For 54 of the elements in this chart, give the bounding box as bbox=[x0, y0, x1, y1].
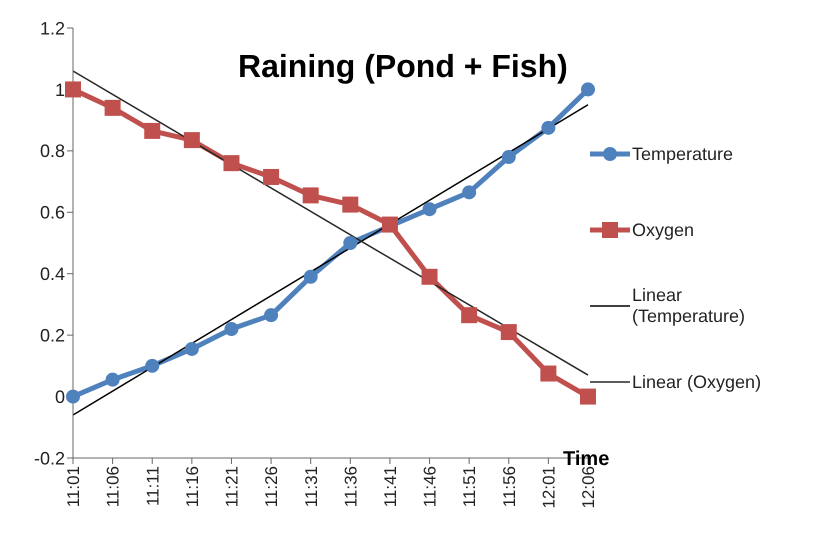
point bbox=[184, 342, 199, 356]
point bbox=[263, 168, 280, 185]
legend-label: Linear (Oxygen) bbox=[632, 372, 762, 392]
point bbox=[581, 82, 595, 96]
point bbox=[422, 202, 437, 216]
y-tick-label: 0.6 bbox=[40, 202, 65, 223]
point bbox=[264, 308, 278, 322]
point bbox=[304, 270, 318, 284]
point bbox=[223, 155, 240, 172]
x-tick-label: 12:01 bbox=[539, 466, 558, 509]
point bbox=[65, 81, 81, 98]
x-tick-label: 11:41 bbox=[380, 466, 400, 508]
x-tick-label: 11:11 bbox=[143, 466, 162, 506]
x-tick-label: 11:06 bbox=[104, 466, 123, 508]
point bbox=[184, 132, 200, 148]
point bbox=[502, 150, 516, 164]
point bbox=[144, 122, 160, 139]
y-tick-label: -0.2 bbox=[34, 448, 65, 468]
y-tick-label: 0.4 bbox=[40, 264, 65, 284]
point bbox=[342, 196, 358, 213]
point bbox=[145, 358, 160, 373]
y-tick-label: 1 bbox=[54, 80, 65, 100]
x-tick-label: 12:06 bbox=[579, 466, 598, 509]
x-tick-label: 11:21 bbox=[222, 466, 242, 508]
y-tick-label: 1.2 bbox=[40, 18, 65, 38]
x-tick-label: 11:36 bbox=[341, 466, 360, 508]
point bbox=[66, 390, 80, 404]
y-tick-label: 0.2 bbox=[40, 326, 65, 346]
x-tick-label: 11:56 bbox=[500, 466, 519, 508]
point bbox=[382, 216, 398, 233]
legend-label: Linear (Temperature) bbox=[632, 285, 746, 327]
point bbox=[580, 388, 596, 405]
x-tick-label: 11:46 bbox=[420, 466, 440, 508]
legend-label: Oxygen bbox=[632, 220, 694, 240]
point bbox=[104, 100, 121, 116]
point bbox=[302, 187, 319, 204]
point bbox=[541, 120, 556, 135]
x-tick-label: 11:16 bbox=[182, 466, 202, 508]
x-tick-label: 11:51 bbox=[460, 466, 480, 508]
text: Raining (Pond + Fish) bbox=[238, 48, 568, 85]
point bbox=[224, 322, 238, 336]
point bbox=[500, 324, 517, 340]
point bbox=[461, 307, 478, 324]
y-tick-label: 0.8 bbox=[40, 141, 65, 162]
point bbox=[343, 236, 358, 250]
legend-label: Temperature bbox=[632, 144, 734, 164]
point bbox=[422, 268, 438, 285]
point bbox=[106, 372, 120, 387]
x-tick-label: 11:26 bbox=[262, 466, 282, 508]
x-tick-label: 11:31 bbox=[302, 466, 321, 508]
y-tick-label: 0 bbox=[54, 386, 65, 407]
x-tick-label: 11:01 bbox=[64, 466, 84, 508]
point bbox=[462, 185, 476, 200]
point bbox=[540, 366, 556, 382]
